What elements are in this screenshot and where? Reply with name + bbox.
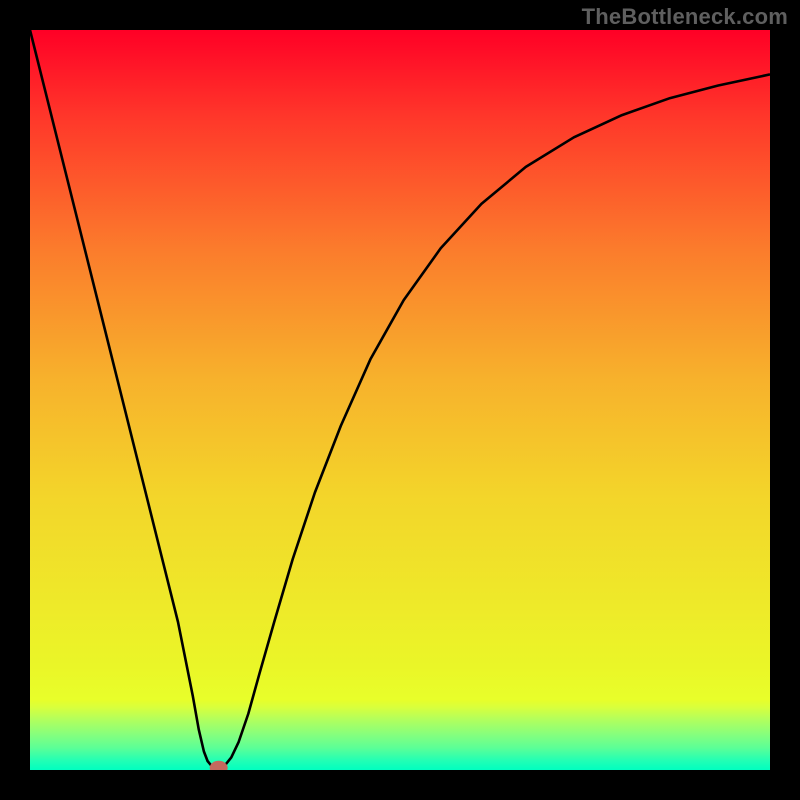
attribution-text: TheBottleneck.com <box>582 4 788 30</box>
chart-container: TheBottleneck.com <box>0 0 800 800</box>
bottleneck-chart <box>0 0 800 800</box>
chart-background <box>30 30 770 770</box>
